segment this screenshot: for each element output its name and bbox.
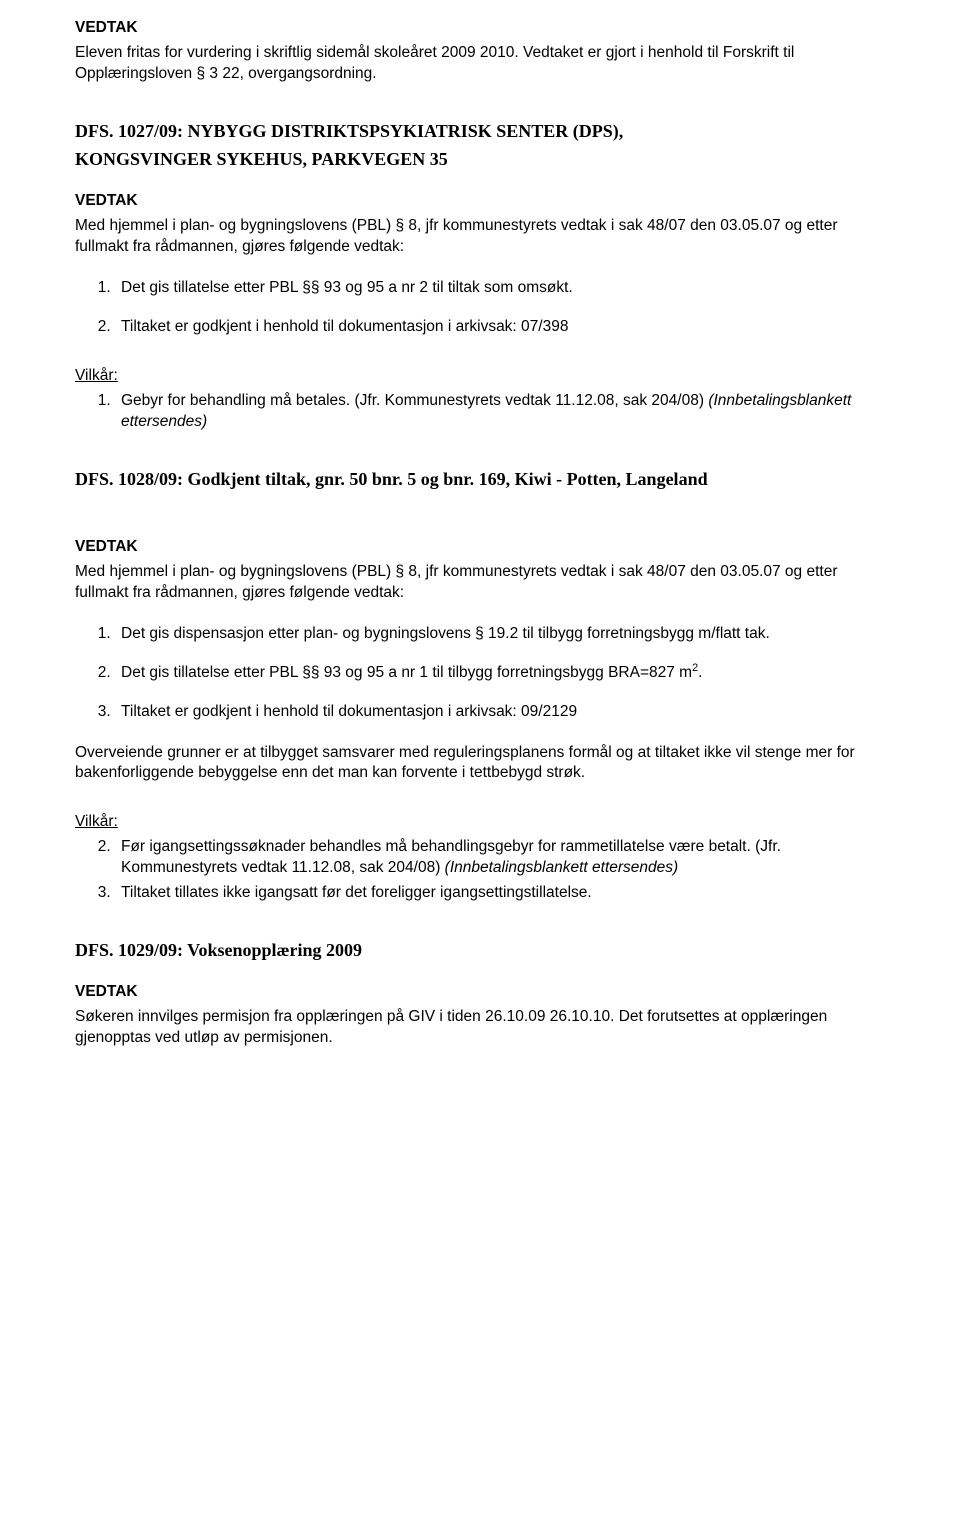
vilkar-block: Vilkår: Før igangsettingssøknader behand… [75,812,885,904]
section-dfs-1027: DFS. 1027/09: NYBYGG DISTRIKTSPSYKIATRIS… [75,119,885,433]
resolution-list: Det gis tillatelse etter PBL §§ 93 og 95… [75,278,885,338]
list-item: Gebyr for behandling må betales. (Jfr. K… [115,391,885,433]
section-dfs-1029: DFS. 1029/09: Voksenopplæring 2009 VEDTA… [75,938,885,1049]
vilkar-label: Vilkår: [75,366,885,387]
list-item: Det gis dispensasjon etter plan- og bygn… [115,624,885,645]
vilkar-block: Vilkår: Gebyr for behandling må betales.… [75,366,885,433]
vilkar-list: Før igangsettingssøknader behandles må b… [75,837,885,904]
vilkar-italic: (Innbetalingsblankett ettersendes) [445,859,679,876]
list-item: Det gis tillatelse etter PBL §§ 93 og 95… [115,278,885,299]
resolution-list: Det gis dispensasjon etter plan- og bygn… [75,624,885,723]
vedtak-heading: VEDTAK [75,191,885,212]
list-item: Det gis tillatelse etter PBL §§ 93 og 95… [115,663,885,684]
vedtak-heading: VEDTAK [75,537,885,558]
item-text-before: Det gis tillatelse etter PBL §§ 93 og 95… [121,664,692,681]
list-item: Tiltaket er godkjent i henhold til dokum… [115,317,885,338]
list-item: Tiltaket tillates ikke igangsatt før det… [115,883,885,904]
list-item: Tiltaket er godkjent i henhold til dokum… [115,702,885,723]
dfs-heading: DFS. 1029/09: Voksenopplæring 2009 [75,938,885,962]
vedtak-intro: Med hjemmel i plan- og bygningslovens (P… [75,216,885,258]
vedtak-heading: VEDTAK [75,982,885,1003]
vilkar-label: Vilkår: [75,812,885,833]
section-vedtak-intro: VEDTAK Eleven fritas for vurdering i skr… [75,18,885,85]
dfs-heading-line2: KONGSVINGER SYKEHUS, PARKVEGEN 35 [75,147,885,171]
item-text-after: . [698,664,702,681]
vilkar-text: Gebyr for behandling må betales. (Jfr. K… [121,392,708,409]
after-list-paragraph: Overveiende grunner er at tilbygget sams… [75,743,885,785]
vedtak-body: Eleven fritas for vurdering i skriftlig … [75,43,885,85]
dfs-heading-line1: DFS. 1027/09: NYBYGG DISTRIKTSPSYKIATRIS… [75,119,885,143]
vedtak-intro: Med hjemmel i plan- og bygningslovens (P… [75,562,885,604]
vilkar-list: Gebyr for behandling må betales. (Jfr. K… [75,391,885,433]
vedtak-body: Søkeren innvilges permisjon fra opplærin… [75,1007,885,1049]
list-item: Før igangsettingssøknader behandles må b… [115,837,885,879]
dfs-heading: DFS. 1028/09: Godkjent tiltak, gnr. 50 b… [75,467,885,491]
vedtak-heading: VEDTAK [75,18,885,39]
section-dfs-1028: DFS. 1028/09: Godkjent tiltak, gnr. 50 b… [75,467,885,904]
